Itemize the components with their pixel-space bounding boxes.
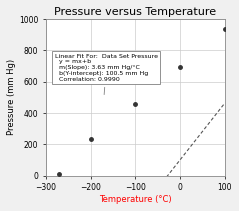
Title: Pressure versus Temperature: Pressure versus Temperature [54,7,216,17]
Text: Linear Fit For:  Data Set Pressure
  y = mx+b
  m(Slope): 3.63 mm Hg/°C
  b(Y-in: Linear Fit For: Data Set Pressure y = mx… [55,54,158,95]
X-axis label: Temperature (°C): Temperature (°C) [99,195,172,204]
Y-axis label: Pressure (mm Hg): Pressure (mm Hg) [7,59,16,135]
